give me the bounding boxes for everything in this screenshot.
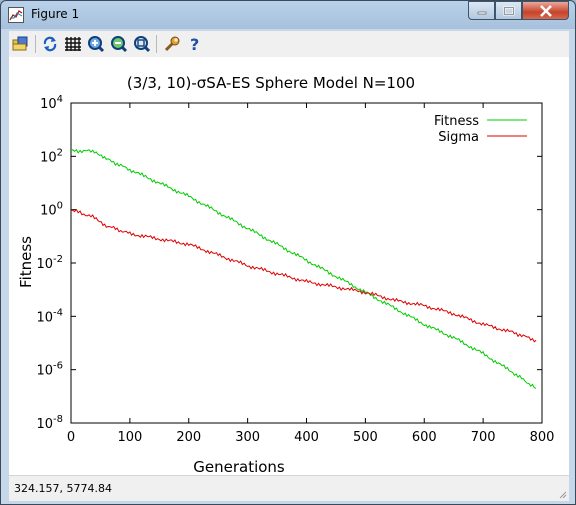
resize-grip-icon[interactable] [557, 489, 567, 499]
y-tick-label: 10-2 [36, 254, 63, 272]
toolbar-separator [156, 35, 157, 53]
figure-app-icon [8, 7, 24, 23]
svg-text:?: ? [190, 35, 199, 53]
x-tick-label: 300 [235, 430, 260, 445]
help-button[interactable]: ? [185, 34, 205, 54]
help-icon: ? [190, 35, 199, 53]
grid-button[interactable] [63, 34, 83, 54]
grid-icon [65, 37, 81, 51]
toolbar: ? [9, 31, 569, 57]
x-tick-label: 200 [176, 430, 201, 445]
x-axis-label: Generations [193, 458, 285, 475]
y-tick-label: 102 [40, 147, 63, 165]
fitness-chart: (3/3, 10)-σSA-ES Sphere Model N=100 0 100… [17, 74, 555, 476]
legend-label-sigma: Sigma [438, 130, 479, 145]
y-tick-label: 104 [40, 94, 63, 112]
refresh-icon [43, 36, 57, 52]
settings-button[interactable] [162, 34, 182, 54]
open-button[interactable] [11, 34, 31, 54]
x-tick-label: 400 [294, 430, 319, 445]
chart-title: (3/3, 10)-σSA-ES Sphere Model N=100 [127, 74, 415, 92]
title-bar[interactable]: Figure 1 [1, 1, 575, 29]
close-button[interactable] [522, 1, 569, 20]
legend-label-fitness: Fitness [434, 114, 479, 129]
series-line-fitness [70, 149, 537, 389]
zoom-fit-button[interactable] [132, 34, 152, 54]
maximize-icon [503, 6, 514, 15]
x-tick-label: 0 [67, 430, 75, 445]
zoom-in-icon [88, 36, 105, 53]
plot-frame [70, 102, 543, 424]
y-tick-label: 10-8 [36, 414, 63, 432]
zoom-in-button[interactable] [86, 34, 106, 54]
x-tick-label: 600 [412, 430, 437, 445]
y-tick-label: 10-4 [36, 307, 63, 325]
cursor-coordinates: 324.157, 5774.84 [14, 482, 112, 495]
x-tick-label: 700 [471, 430, 496, 445]
x-tick-label: 500 [353, 430, 378, 445]
zoom-out-button[interactable] [109, 34, 129, 54]
minimize-icon [477, 11, 486, 14]
minimize-button[interactable] [468, 1, 495, 20]
status-bar: 324.157, 5774.84 [9, 475, 569, 501]
y-tick-label: 10-6 [36, 361, 63, 379]
y-tick-label: 100 [40, 201, 63, 219]
refresh-button[interactable] [40, 34, 60, 54]
plot-canvas[interactable]: (3/3, 10)-σSA-ES Sphere Model N=100 0 100… [9, 57, 569, 476]
maximize-button[interactable] [495, 1, 522, 20]
zoom-fit-icon [134, 36, 151, 53]
window-title: Figure 1 [31, 7, 80, 21]
close-icon [539, 4, 552, 17]
x-tick-label: 100 [117, 430, 142, 445]
toolbar-separator [35, 35, 36, 53]
settings-icon [164, 36, 180, 52]
series-line-sigma [70, 208, 537, 343]
zoom-out-icon [111, 36, 128, 53]
open-icon [12, 36, 28, 51]
x-tick-label: 800 [530, 430, 555, 445]
y-axis-label: Fitness [17, 236, 35, 288]
